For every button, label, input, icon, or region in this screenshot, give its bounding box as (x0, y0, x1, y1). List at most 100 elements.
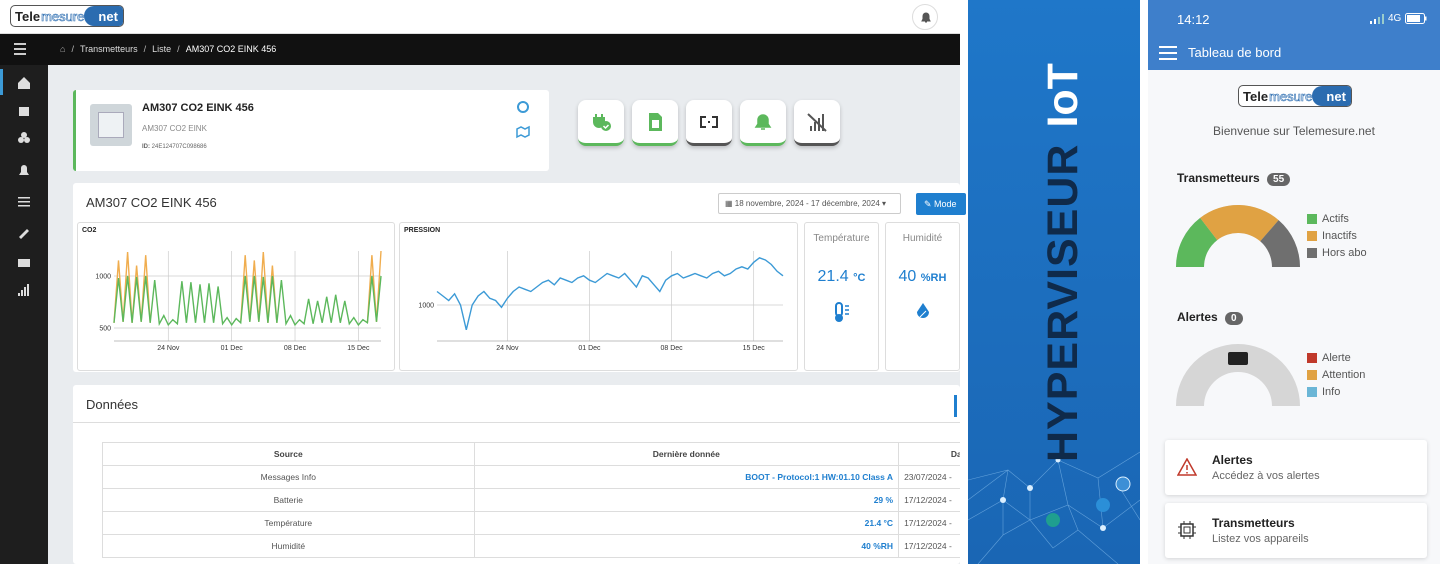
table-cell: 17/12/2024 - (898, 511, 960, 535)
signal-button[interactable] (794, 100, 840, 146)
table-cell: 17/12/2024 - (898, 488, 960, 512)
banner-text: HYPERVISEUR (1039, 144, 1087, 462)
logo-part: mesure (1269, 88, 1313, 104)
crumb[interactable]: Liste (144, 44, 171, 54)
device-image (90, 104, 132, 146)
home-icon[interactable]: ⌂ (60, 44, 66, 54)
x-tick-label: 15 Dec (743, 345, 766, 352)
gauges (1176, 205, 1300, 406)
menu-icon[interactable] (14, 43, 34, 55)
collapse-button[interactable] (954, 395, 957, 417)
link-button[interactable] (686, 100, 732, 146)
alert-button[interactable] (740, 100, 786, 146)
column-header: Date (898, 442, 960, 466)
date-range: 18 novembre, 2024 - 17 décembre, 2024 (734, 199, 880, 208)
table-cell: BOOT - Protocol:1 HW:01.10 Class A (473, 465, 900, 489)
y-tick-label: 1000 (95, 273, 111, 280)
legend-label: Actifs (1322, 212, 1349, 225)
menu-icon[interactable] (1159, 46, 1177, 60)
count-badge: 55 (1267, 173, 1291, 186)
kpi-unit: %RH (920, 272, 947, 284)
kpi-unit: °C (853, 272, 866, 284)
power-button[interactable] (578, 100, 624, 146)
gauge-segment (1260, 220, 1300, 267)
table-cell: 21.4 °C (473, 511, 900, 535)
drop-icon (916, 303, 929, 318)
welcome: Bienvenue sur Telemesure.net (1213, 124, 1375, 138)
x-tick-label: 15 Dec (347, 345, 370, 352)
table-row: Messages Info BOOT - Protocol:1 HW:01.10 … (102, 465, 960, 489)
card-subtitle: Accédez à vos alertes (1212, 470, 1320, 482)
transmitters-card[interactable]: Transmetteurs Listez vos appareils (1165, 503, 1427, 558)
device-id: 24E124707C098686 (151, 144, 207, 150)
x-tick-label: 24 Nov (496, 345, 519, 352)
bell-icon (921, 12, 931, 23)
table-cell: Humidité (102, 534, 475, 558)
crumb: AM307 CO2 EINK 456 (177, 44, 277, 54)
logo-part: Tele (1243, 88, 1269, 104)
label: Alertes (1177, 310, 1218, 324)
legend: Actifs Inactifs Hors abo (1307, 210, 1367, 261)
x-tick-label: 08 Dec (660, 345, 683, 352)
legend-label: Hors abo (1322, 246, 1367, 259)
kpi-label: Humidité (902, 233, 943, 244)
chart-title: PRESSION (404, 227, 440, 234)
section-title: AM307 CO2 EINK 456 (86, 195, 217, 210)
card-subtitle: Listez vos appareils (1212, 533, 1309, 545)
section-title: Alertes 0 (1177, 310, 1243, 325)
y-tick-label: 1000 (418, 303, 434, 310)
breadcrumb-bar: ⌂ Transmetteurs Liste AM307 CO2 EINK 456 (0, 34, 960, 65)
logo[interactable]: Tele mesure net (10, 5, 124, 27)
table-cell: 29 % (473, 488, 900, 512)
logo-part: mesure (41, 8, 85, 24)
table-cell: Batterie (102, 488, 475, 512)
date-range-picker[interactable]: ▦ 18 novembre, 2024 - 17 décembre, 2024 … (718, 193, 901, 214)
button-label: Mode (934, 199, 957, 209)
table-cell: 40 %RH (473, 534, 900, 558)
legend-item: Hors abo (1307, 244, 1367, 261)
legend-label: Alerte (1322, 351, 1351, 364)
x-tick-label: 24 Nov (157, 345, 180, 352)
legend-swatch (1307, 352, 1317, 363)
x-tick-label: 01 Dec (578, 345, 601, 352)
notification-button[interactable] (912, 4, 938, 30)
table-cell: Température (102, 511, 475, 535)
gauge-track (1176, 344, 1300, 406)
legend-item: Info (1307, 383, 1365, 400)
logo-part: net (1312, 86, 1351, 106)
camera-icon (1228, 352, 1248, 365)
network: 4G (1388, 13, 1402, 24)
kpi-card: Température 21.4 °C (804, 222, 879, 371)
kpi-value: 40 (898, 268, 917, 285)
action-buttons (578, 100, 840, 146)
kpi-label: Température (813, 233, 870, 244)
co2-chart: CO2 500 1000 24 Nov 01 Dec 08 Dec 15 Dec (77, 222, 395, 371)
count-badge: 0 (1225, 312, 1243, 325)
alerts-card[interactable]: Alertes Accédez à vos alertes (1165, 440, 1427, 495)
logo-part: net (84, 6, 123, 26)
column-header: Source (102, 442, 475, 466)
table-row: Humidité 40 %RH 17/12/2024 - (102, 534, 960, 558)
legend-swatch (1307, 213, 1317, 224)
legend-swatch (1307, 247, 1317, 258)
thermometer-icon (834, 302, 849, 322)
device-actions[interactable] (514, 99, 532, 145)
crumb[interactable]: Transmetteurs (71, 44, 138, 54)
legend-item: Actifs (1307, 210, 1367, 227)
sidebar (0, 65, 48, 564)
device-name: AM307 CO2 EINK 456 (142, 102, 254, 114)
device-card: AM307 CO2 EINK 456 AM307 CO2 EINK ID: 24… (73, 90, 549, 171)
logo-part: Tele (15, 8, 41, 24)
sim-button[interactable] (632, 100, 678, 146)
sidebar-icons (0, 69, 30, 296)
legend-item: Alerte (1307, 349, 1365, 366)
banner: HYPERVISEUR IoT (968, 0, 1140, 564)
kpi-value: 21.4 (817, 268, 849, 285)
status-icons: 4G (1370, 13, 1427, 24)
label: Transmetteurs (1177, 171, 1260, 185)
mode-button[interactable]: ✎ Mode (916, 193, 966, 215)
clock: 14:12 (1177, 12, 1210, 27)
legend-item: Inactifs (1307, 227, 1367, 244)
